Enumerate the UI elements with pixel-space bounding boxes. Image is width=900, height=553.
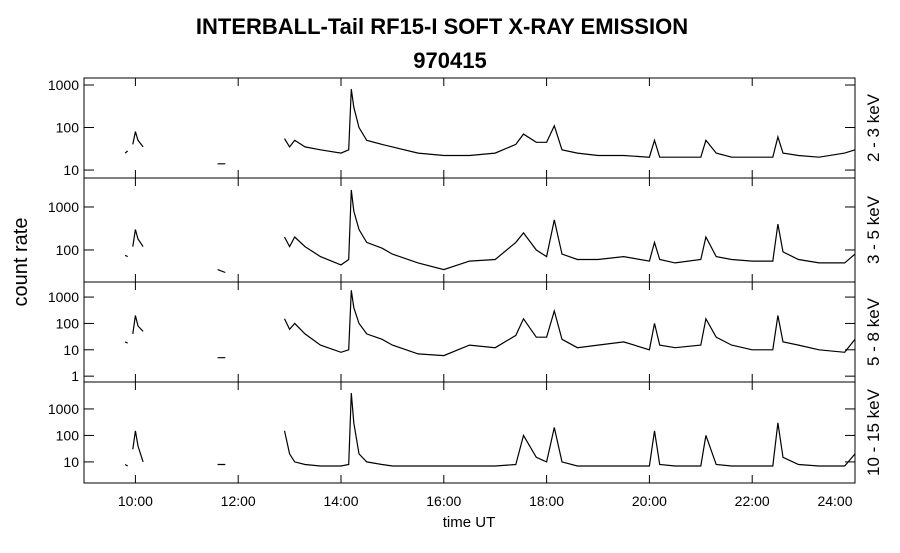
y-tick-label: 100 — [56, 315, 80, 331]
y-tick-label: 1 — [71, 368, 79, 384]
x-tick-label: 16:00 — [426, 493, 461, 509]
y-tick-label: 10 — [63, 162, 79, 178]
x-tick-label: 20:00 — [632, 493, 667, 509]
x-tick-label: 12:00 — [221, 493, 256, 509]
x-axis-label: time UT — [443, 514, 496, 531]
y-tick-label: 10 — [63, 454, 79, 470]
x-tick-label: 10:00 — [118, 493, 153, 509]
subtitle: 970415 — [413, 48, 486, 73]
data-line — [124, 89, 856, 165]
panel-frame — [83, 381, 856, 484]
panel-label: 5 - 8 keV — [864, 297, 883, 366]
y-tick-label: 100 — [56, 427, 80, 443]
y-axis-label: count rate — [10, 218, 32, 307]
y-tick-label: 1000 — [48, 199, 79, 215]
panel-label: 3 - 5 keV — [864, 195, 883, 264]
panel-label: 10 - 15 keV — [864, 388, 883, 476]
y-tick-label: 10 — [63, 342, 79, 358]
data-line — [124, 290, 856, 359]
x-tick-label: 14:00 — [323, 493, 358, 509]
y-tick-label: 100 — [56, 242, 80, 258]
y-tick-label: 1000 — [48, 289, 79, 305]
data-line — [124, 189, 856, 274]
x-tick-label: 22:00 — [735, 493, 770, 509]
panel-label: 2 - 3 keV — [864, 93, 883, 162]
x-tick-label: 24:00 — [817, 493, 852, 509]
data-line — [124, 392, 856, 467]
x-tick-label: 18:00 — [529, 493, 564, 509]
y-tick-label: 1000 — [48, 77, 79, 93]
y-tick-label: 100 — [56, 120, 80, 136]
y-tick-label: 1000 — [48, 401, 79, 417]
title: INTERBALL-Tail RF15-I SOFT X-RAY EMISSIO… — [196, 14, 688, 39]
